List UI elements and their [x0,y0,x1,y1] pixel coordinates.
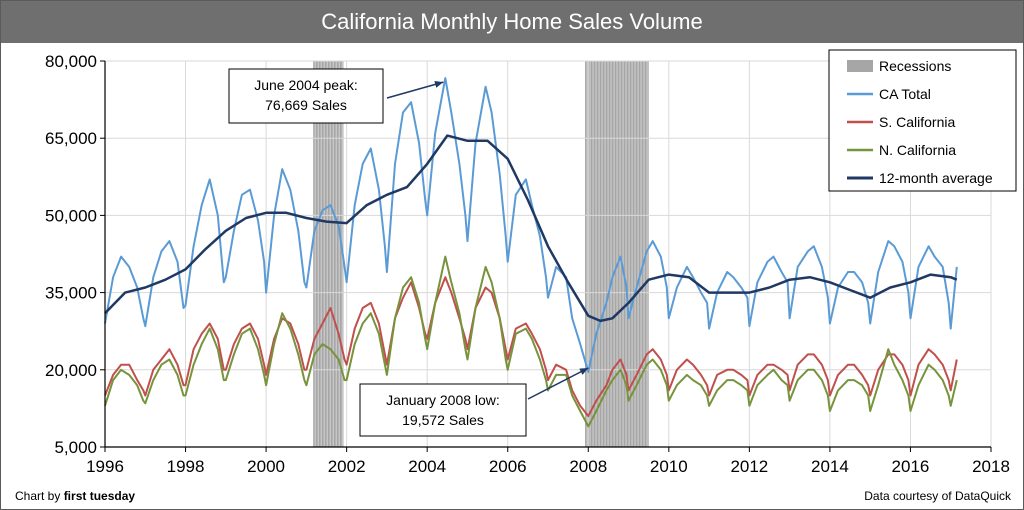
credit-left: Chart by first tuesday [15,489,135,503]
series-line-avg [104,134,958,323]
legend-label: S. California [879,114,955,130]
annotation-text: 19,572 Sales [402,412,484,428]
credit-source: Data courtesy of DataQuick [864,489,1011,503]
annotation-peak: June 2004 peak: 76,669 Sales [228,68,444,124]
recession-band-2 [585,61,649,447]
title-bar: California Monthly Home Sales Volume [1,1,1023,43]
legend-label: 12-month average [879,170,993,186]
annotation-text: June 2004 peak: [254,77,358,93]
annotation-arrow [527,367,589,400]
annotation-low: January 2008 low: 19,572 Sales [359,367,589,437]
annotation-text: January 2008 low: [386,392,500,408]
annotation-arrowhead [579,368,589,375]
y-tick-label: 5,000 [54,438,97,457]
x-tick-label: 2006 [489,457,527,476]
legend-box [828,49,1017,192]
x-tick-label: 2000 [247,457,285,476]
series-line-n-california [104,255,958,428]
x-tick-label: 2010 [650,457,688,476]
legend: Recessions CA Total S. California N. Califo… [828,49,1017,192]
legend-label: N. California [879,142,956,158]
chart-title: California Monthly Home Sales Volume [321,9,703,34]
x-tick-label: 2012 [730,457,768,476]
series-line-ca-total [104,77,958,373]
x-tick-label: 2018 [972,457,1010,476]
annotation-box [359,383,527,437]
y-tick-label: 20,000 [45,361,97,380]
annotation-text: 76,669 Sales [265,97,347,113]
annotation-arrowhead [434,81,444,88]
annotation-box [228,68,384,124]
legend-label: Recessions [879,58,951,74]
x-tick-label: 2004 [408,457,446,476]
y-tick-label: 50,000 [45,206,97,225]
credit-author: first tuesday [63,489,136,503]
x-tick-label: 2002 [328,457,366,476]
x-tick-label: 2008 [569,457,607,476]
y-tick-label: 35,000 [45,284,97,303]
annotation-arrow [386,81,444,99]
recession-band-1 [313,61,344,447]
x-tick-label: 1996 [86,457,124,476]
x-tick-label: 2014 [811,457,849,476]
credit-prefix: Chart by [15,489,64,503]
legend-label: CA Total [879,86,931,102]
series-line-s-california [104,276,958,418]
legend-swatch-recessions [847,60,873,72]
y-tick-label: 80,000 [45,52,97,71]
x-tick-label: 2016 [892,457,930,476]
y-tick-label: 65,000 [45,129,97,148]
x-tick-label: 1998 [167,457,205,476]
